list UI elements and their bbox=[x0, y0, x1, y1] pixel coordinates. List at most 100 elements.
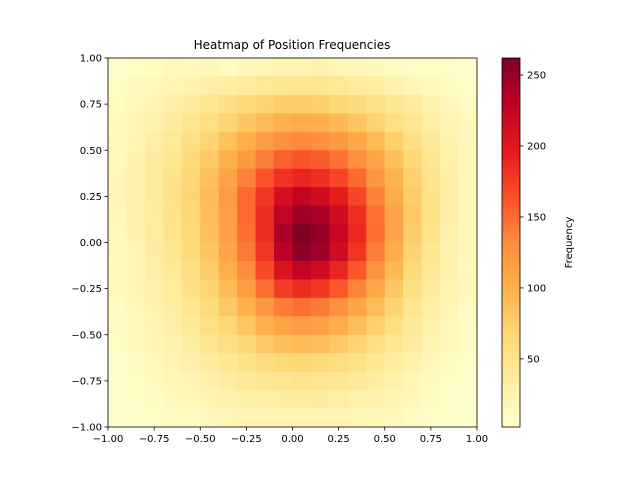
colorbar-tick-label: 150 bbox=[527, 212, 546, 223]
heatmap-cell bbox=[403, 205, 423, 225]
heatmap-cell bbox=[108, 334, 127, 354]
heatmap-cell bbox=[274, 297, 293, 317]
heatmap-cell bbox=[218, 371, 238, 391]
heatmap-cell bbox=[403, 94, 423, 114]
heatmap-cell bbox=[403, 131, 423, 151]
heatmap-cell bbox=[255, 168, 275, 188]
heatmap-cell bbox=[218, 58, 238, 77]
heatmap-cell bbox=[274, 76, 293, 96]
heatmap-cell bbox=[237, 297, 256, 317]
heatmap-cell bbox=[292, 113, 312, 133]
heatmap-cell bbox=[384, 371, 404, 391]
heatmap-cell bbox=[421, 224, 441, 243]
heatmap-cell bbox=[108, 113, 127, 133]
x-tick-label: −0.75 bbox=[139, 434, 170, 445]
heatmap-cell bbox=[274, 279, 293, 299]
heatmap-cell bbox=[310, 205, 330, 225]
heatmap-cell bbox=[218, 76, 238, 96]
heatmap-cell bbox=[218, 168, 238, 188]
heatmap-cell bbox=[200, 334, 220, 354]
heatmap-cell bbox=[274, 334, 293, 354]
heatmap-cell bbox=[181, 260, 201, 280]
heatmap-cell bbox=[440, 187, 459, 206]
heatmap-cell bbox=[329, 150, 349, 170]
heatmap-cell bbox=[108, 390, 127, 409]
heatmap-cell bbox=[292, 205, 312, 225]
heatmap-cell bbox=[347, 187, 367, 206]
heatmap-cell bbox=[329, 390, 349, 409]
heatmap-cell bbox=[366, 224, 386, 243]
heatmap-cell bbox=[126, 205, 146, 225]
heatmap-cell bbox=[144, 334, 164, 354]
heatmap-cell bbox=[200, 279, 220, 299]
heatmap-cell bbox=[458, 76, 478, 96]
heatmap-cell bbox=[144, 58, 164, 77]
heatmap-cell bbox=[403, 408, 423, 428]
heatmap-cell bbox=[255, 390, 275, 409]
heatmap-cell bbox=[421, 168, 441, 188]
heatmap-cell bbox=[421, 316, 441, 336]
heatmap-cells bbox=[108, 58, 478, 428]
heatmap-cell bbox=[292, 334, 312, 354]
heatmap-cell bbox=[440, 150, 459, 170]
heatmap-cell bbox=[292, 76, 312, 96]
heatmap-cell bbox=[384, 334, 404, 354]
heatmap-cell bbox=[384, 113, 404, 133]
heatmap-cell bbox=[347, 76, 367, 96]
heatmap-cell bbox=[440, 224, 459, 243]
x-tick-label: −1.00 bbox=[93, 434, 124, 445]
heatmap-cell bbox=[366, 408, 386, 428]
heatmap-cell bbox=[458, 242, 478, 262]
heatmap-cell bbox=[421, 150, 441, 170]
heatmap-cell bbox=[218, 334, 238, 354]
heatmap-cell bbox=[274, 187, 293, 206]
heatmap-cell bbox=[292, 408, 312, 428]
heatmap-cell bbox=[181, 390, 201, 409]
heatmap-cell bbox=[347, 390, 367, 409]
heatmap-cell bbox=[126, 260, 146, 280]
heatmap-cell bbox=[421, 279, 441, 299]
heatmap-cell bbox=[237, 316, 256, 336]
heatmap-cell bbox=[384, 279, 404, 299]
heatmap-cell bbox=[347, 316, 367, 336]
heatmap-cell bbox=[274, 408, 293, 428]
heatmap-cell bbox=[181, 205, 201, 225]
heatmap-cell bbox=[421, 187, 441, 206]
y-tick-label: 0.50 bbox=[80, 146, 102, 157]
heatmap-cell bbox=[126, 390, 146, 409]
heatmap-cell bbox=[181, 131, 201, 151]
heatmap-cell bbox=[403, 390, 423, 409]
heatmap-cell bbox=[255, 187, 275, 206]
heatmap-cell bbox=[329, 260, 349, 280]
heatmap-cell bbox=[310, 316, 330, 336]
heatmap-cell bbox=[366, 205, 386, 225]
heatmap-cell bbox=[108, 131, 127, 151]
heatmap-cell bbox=[274, 131, 293, 151]
heatmap-cell bbox=[458, 297, 478, 317]
y-tick-label: 0.25 bbox=[80, 192, 102, 203]
heatmap-cell bbox=[237, 187, 256, 206]
heatmap-cell bbox=[144, 150, 164, 170]
heatmap-cell bbox=[458, 224, 478, 243]
heatmap-cell bbox=[108, 297, 127, 317]
heatmap-cell bbox=[108, 224, 127, 243]
heatmap-cell bbox=[421, 58, 441, 77]
heatmap-cell bbox=[292, 371, 312, 391]
heatmap-cell bbox=[347, 297, 367, 317]
heatmap-cell bbox=[274, 94, 293, 114]
heatmap-cell bbox=[347, 168, 367, 188]
heatmap-cell bbox=[384, 168, 404, 188]
heatmap-cell bbox=[440, 334, 459, 354]
heatmap-cell bbox=[329, 224, 349, 243]
heatmap-cell bbox=[163, 94, 183, 114]
heatmap-cell bbox=[403, 113, 423, 133]
heatmap-cell bbox=[292, 316, 312, 336]
colorbar-tick-label: 100 bbox=[527, 283, 546, 294]
heatmap-cell bbox=[126, 297, 146, 317]
heatmap-cell bbox=[237, 76, 256, 96]
heatmap-cell bbox=[274, 371, 293, 391]
heatmap-cell bbox=[310, 131, 330, 151]
heatmap-cell bbox=[163, 150, 183, 170]
heatmap-cell bbox=[237, 131, 256, 151]
heatmap-cell bbox=[108, 279, 127, 299]
